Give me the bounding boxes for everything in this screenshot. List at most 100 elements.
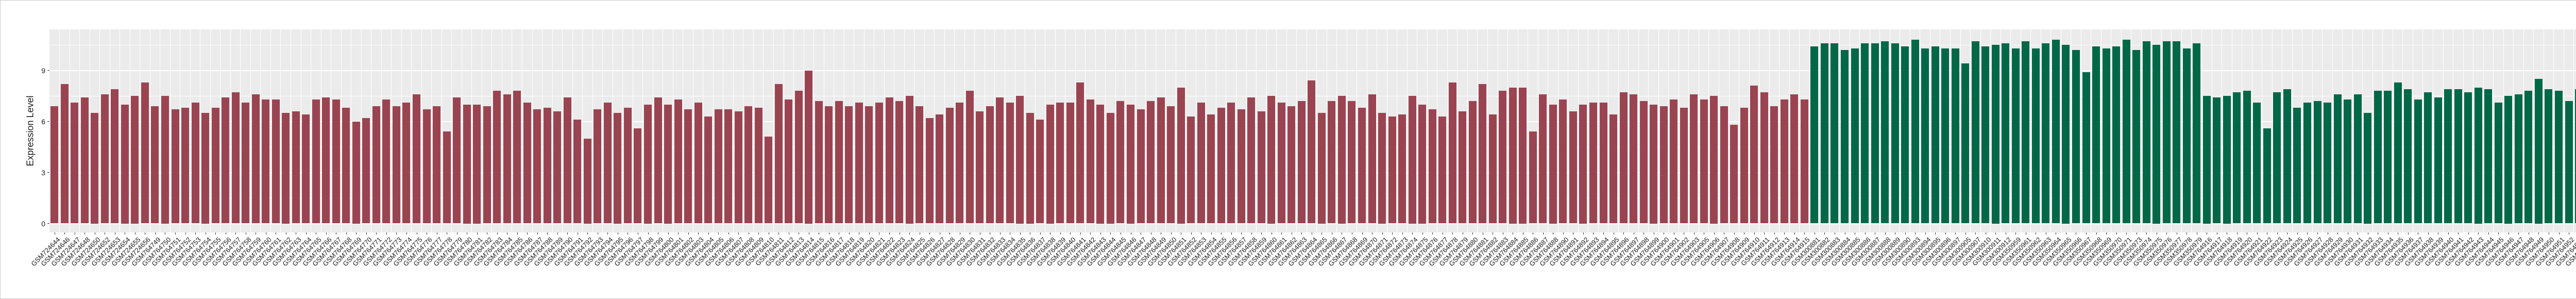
bar: [1006, 103, 1014, 224]
bar: [1599, 103, 1607, 224]
bar: [895, 101, 904, 224]
x-axis-tick: [1432, 232, 1433, 235]
bar: [976, 111, 984, 224]
x-axis-tick: [2257, 232, 2258, 235]
vertical-gridline: [1809, 29, 1810, 232]
x-axis-tick: [1241, 232, 1242, 235]
x-axis-tick: [2297, 232, 2298, 235]
bar: [1438, 116, 1447, 224]
vertical-gridline: [1688, 29, 1689, 232]
vertical-gridline: [1960, 29, 1961, 232]
vertical-gridline: [1990, 29, 1991, 232]
x-axis-tick: [2015, 232, 2016, 235]
bar: [2444, 89, 2452, 224]
x-axis-tick: [909, 232, 910, 235]
bar: [71, 103, 79, 224]
bar: [2293, 108, 2301, 224]
vertical-gridline: [1728, 29, 1730, 232]
bar: [1418, 104, 1427, 224]
bar: [2202, 96, 2211, 224]
bar: [1106, 113, 1114, 224]
bar: [1820, 43, 1828, 224]
x-axis-tick: [1402, 232, 1403, 235]
vertical-gridline: [944, 29, 945, 232]
vertical-gridline: [2493, 29, 2494, 232]
x-axis-tick: [1090, 232, 1091, 235]
bar: [523, 103, 531, 224]
vertical-gridline: [964, 29, 965, 232]
x-axis-tick: [175, 232, 176, 235]
x-axis-tick: [1251, 232, 1252, 235]
x-axis-tick: [2096, 232, 2097, 235]
x-axis-tick: [1865, 232, 1866, 235]
x-axis-tick: [1422, 232, 1423, 235]
x-axis-tick: [547, 232, 548, 235]
bar: [925, 118, 934, 224]
x-axis-tick: [648, 232, 649, 235]
vertical-gridline: [2332, 29, 2333, 232]
bar: [2243, 91, 2251, 224]
vertical-gridline: [79, 29, 80, 232]
x-axis-tick: [1623, 232, 1624, 235]
x-axis-tick: [1211, 232, 1212, 235]
x-axis-tick: [1925, 232, 1926, 235]
bar: [1408, 96, 1416, 224]
vertical-gridline: [1467, 29, 1468, 232]
vertical-gridline: [2100, 29, 2102, 232]
x-axis-tick: [185, 232, 186, 235]
vertical-gridline: [2573, 29, 2574, 232]
x-axis-tick: [849, 232, 850, 235]
x-axis-tick: [1362, 232, 1363, 235]
vertical-gridline: [904, 29, 905, 232]
vertical-gridline: [190, 29, 191, 232]
bar: [1247, 97, 1256, 224]
bar: [825, 106, 833, 224]
x-axis-tick: [1321, 232, 1323, 235]
x-axis-tick: [356, 232, 357, 235]
bar: [1488, 114, 1497, 224]
vertical-gridline: [1829, 29, 1830, 232]
bar: [1137, 109, 1145, 224]
x-axis-tick: [1784, 232, 1785, 235]
bar: [2122, 40, 2130, 224]
bar: [744, 106, 753, 224]
x-axis-tick: [2468, 232, 2469, 235]
bar: [2504, 96, 2513, 224]
bar: [1810, 46, 1819, 224]
x-axis-tick: [1392, 232, 1393, 235]
x-axis-tick: [1231, 232, 1232, 235]
bar: [1941, 48, 1950, 224]
bar: [1639, 101, 1648, 224]
bar: [2545, 89, 2553, 224]
vertical-gridline: [2513, 29, 2514, 232]
vertical-gridline: [934, 29, 935, 232]
x-axis-tick: [1945, 232, 1946, 235]
x-axis-tick: [1794, 232, 1795, 235]
x-axis-tick: [587, 232, 588, 235]
vertical-gridline: [1055, 29, 1056, 232]
vertical-gridline: [532, 29, 533, 232]
bar: [1780, 99, 1788, 224]
bar: [1750, 86, 1758, 224]
vertical-gridline: [1406, 29, 1408, 232]
vertical-gridline: [2553, 29, 2554, 232]
x-axis-tick: [2458, 232, 2459, 235]
bar: [2414, 99, 2422, 224]
bar: [845, 106, 853, 224]
bar: [1740, 108, 1748, 224]
bar: [141, 82, 149, 224]
bar: [1116, 101, 1125, 224]
x-axis-tick: [2126, 232, 2127, 235]
vertical-gridline: [2272, 29, 2273, 232]
vertical-gridline: [2121, 29, 2122, 232]
bar: [2011, 48, 2020, 224]
vertical-gridline: [622, 29, 623, 232]
vertical-gridline: [59, 29, 60, 232]
bar: [1026, 113, 1034, 224]
x-axis-tick: [1824, 232, 1825, 235]
vertical-gridline: [994, 29, 995, 232]
bar: [2464, 92, 2472, 224]
bar: [2524, 91, 2533, 224]
bar: [2132, 49, 2141, 224]
